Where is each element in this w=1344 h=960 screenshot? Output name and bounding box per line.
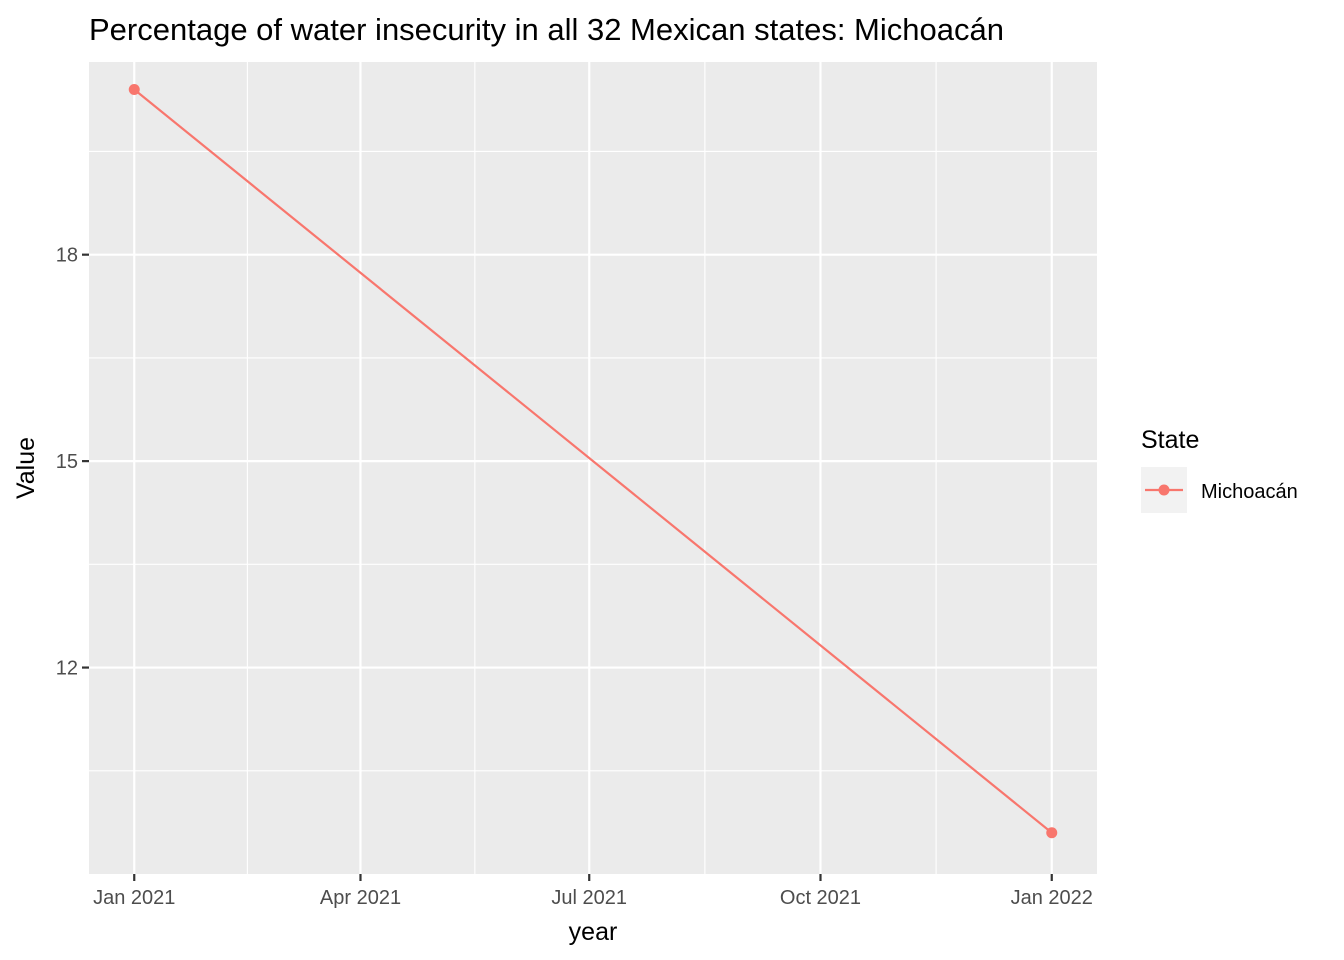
legend-key-point <box>1158 484 1170 496</box>
minor-gridlines <box>89 62 1097 874</box>
data-point <box>1046 827 1058 839</box>
legend: State Michoacán <box>1141 426 1298 513</box>
x-tick-label: Jan 2022 <box>1011 887 1093 909</box>
data-point <box>128 84 140 96</box>
series-line-michoacan <box>133 88 1053 834</box>
chart-title: Percentage of water insecurity in all 32… <box>89 12 1004 47</box>
major-gridlines <box>89 62 1097 874</box>
y-axis: 12 15 18 <box>56 245 89 680</box>
x-tick-label: Jul 2021 <box>551 887 627 909</box>
series-layer <box>128 84 1058 839</box>
plot-panel <box>89 62 1097 874</box>
x-tick-label: Apr 2021 <box>320 887 401 909</box>
x-tick-label: Jan 2021 <box>93 887 175 909</box>
x-axis: Jan 2021 Apr 2021 Jul 2021 Oct 2021 Jan 2022 <box>93 874 1093 909</box>
y-axis-title: Value <box>12 437 40 499</box>
y-tick-label: 18 <box>56 245 78 267</box>
legend-title: State <box>1141 426 1199 454</box>
x-tick-label: Oct 2021 <box>780 887 861 909</box>
x-axis-title: year <box>569 918 618 946</box>
y-tick-label: 15 <box>56 451 78 473</box>
legend-label-michoacan: Michoacán <box>1201 481 1298 503</box>
y-tick-label: 12 <box>56 658 78 680</box>
